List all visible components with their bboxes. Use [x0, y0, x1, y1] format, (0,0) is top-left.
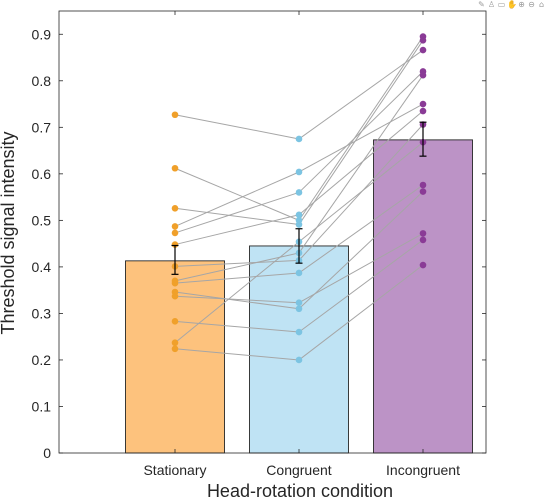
data-point-incongruent — [419, 71, 427, 79]
subject-line — [298, 110, 424, 216]
axes-toolbar: ✎ ♙ ▭ ✋ ⊕ ⊖ ⌂ — [477, 0, 546, 12]
bar-congruent — [249, 245, 349, 454]
data-point-congruent — [295, 269, 303, 277]
subject-line — [298, 191, 424, 310]
data-point-stationary — [171, 164, 179, 172]
subject-line — [298, 184, 424, 274]
subject-line — [298, 264, 424, 361]
subject-line — [174, 291, 300, 310]
y-tick-label: 0.8 — [32, 73, 52, 89]
data-point-stationary — [171, 229, 179, 237]
x-tick-label: Stationary — [143, 462, 206, 478]
data-point-incongruent — [419, 181, 427, 189]
data-point-incongruent — [419, 230, 427, 237]
bars — [125, 139, 473, 454]
home-icon[interactable]: ⌂ — [538, 0, 545, 9]
subject-lines — [174, 36, 424, 361]
subject-line — [298, 232, 424, 304]
data-point-stationary — [171, 111, 179, 119]
error-bars — [171, 121, 427, 275]
subject-line — [174, 214, 300, 246]
subject-line — [298, 141, 424, 243]
data-point-incongruent — [419, 107, 427, 115]
subject-line — [298, 74, 424, 254]
export-icon[interactable]: ✎ — [478, 0, 485, 9]
subject-line — [174, 114, 300, 140]
data-point-stationary — [171, 204, 179, 212]
zoom-out-icon[interactable]: ⊖ — [528, 0, 535, 9]
data-point-stationary — [171, 318, 179, 325]
zoom-in-icon[interactable]: ⊕ — [518, 0, 525, 9]
x-tick-label: Congruent — [266, 462, 331, 478]
data-point-stationary — [171, 241, 179, 248]
data-point-stationary — [171, 292, 179, 300]
data-point-congruent — [295, 328, 303, 336]
subject-line — [174, 295, 300, 304]
pan-icon[interactable]: ✋ — [507, 0, 517, 9]
data-point-congruent — [295, 135, 303, 143]
subject-line — [298, 103, 424, 173]
data-point-congruent — [295, 189, 303, 196]
x-tick-label: Incongruent — [386, 462, 460, 478]
y-tick-label: 0.4 — [32, 259, 52, 275]
y-tick-label: 0.9 — [32, 26, 52, 42]
y-tick-label: 0.2 — [32, 352, 52, 368]
axes-box — [58, 10, 487, 454]
data-point-congruent — [295, 221, 303, 228]
data-point-congruent — [295, 211, 303, 219]
data-point-incongruent — [419, 46, 427, 54]
subject-line — [298, 239, 424, 333]
subject-line — [298, 71, 424, 193]
data-point-congruent — [295, 299, 303, 307]
data-point-incongruent — [419, 37, 427, 44]
y-tick-label: 0.7 — [32, 119, 52, 135]
data-point-incongruent — [419, 100, 427, 108]
y-tick-label: 0 — [43, 445, 51, 461]
subject-line — [174, 320, 300, 333]
subject-line — [174, 348, 300, 361]
data-point-congruent — [295, 356, 303, 364]
data-point-incongruent — [419, 188, 427, 195]
subject-line — [174, 259, 300, 267]
brush-icon[interactable]: ♙ — [487, 0, 496, 9]
subject-line — [298, 49, 424, 140]
y-tick-label: 0.1 — [32, 398, 52, 414]
data-point-incongruent — [419, 236, 427, 244]
data-point-stationary — [171, 345, 179, 353]
subject-line — [174, 191, 300, 234]
subject-line — [174, 167, 300, 221]
subject-line — [174, 207, 300, 226]
datatip-icon[interactable]: ▭ — [497, 0, 506, 9]
data-point-congruent — [295, 168, 303, 176]
subject-line — [174, 272, 300, 284]
subject-line — [174, 241, 300, 344]
y-tick-label: 0.5 — [32, 212, 52, 228]
y-tick-label: 0.6 — [32, 166, 52, 182]
data-point-congruent — [295, 305, 303, 313]
y-tick-label: 0.3 — [32, 305, 52, 321]
data-point-stationary — [171, 339, 179, 347]
subject-line — [174, 171, 300, 227]
data-point-incongruent — [419, 261, 427, 269]
subject-line — [174, 252, 300, 282]
x-axis-title: Head-rotation condition — [207, 481, 393, 501]
data-point-stationary — [171, 277, 179, 285]
data-point-stationary — [171, 223, 179, 230]
axes: 0 0.1 0.2 0.3 0.4 0.5 0.6 0.7 0.8 0.9 Stationary Co… — [32, 10, 487, 478]
subject-line — [298, 36, 424, 221]
y-axis-title: Threshold signal intensity — [0, 131, 18, 334]
